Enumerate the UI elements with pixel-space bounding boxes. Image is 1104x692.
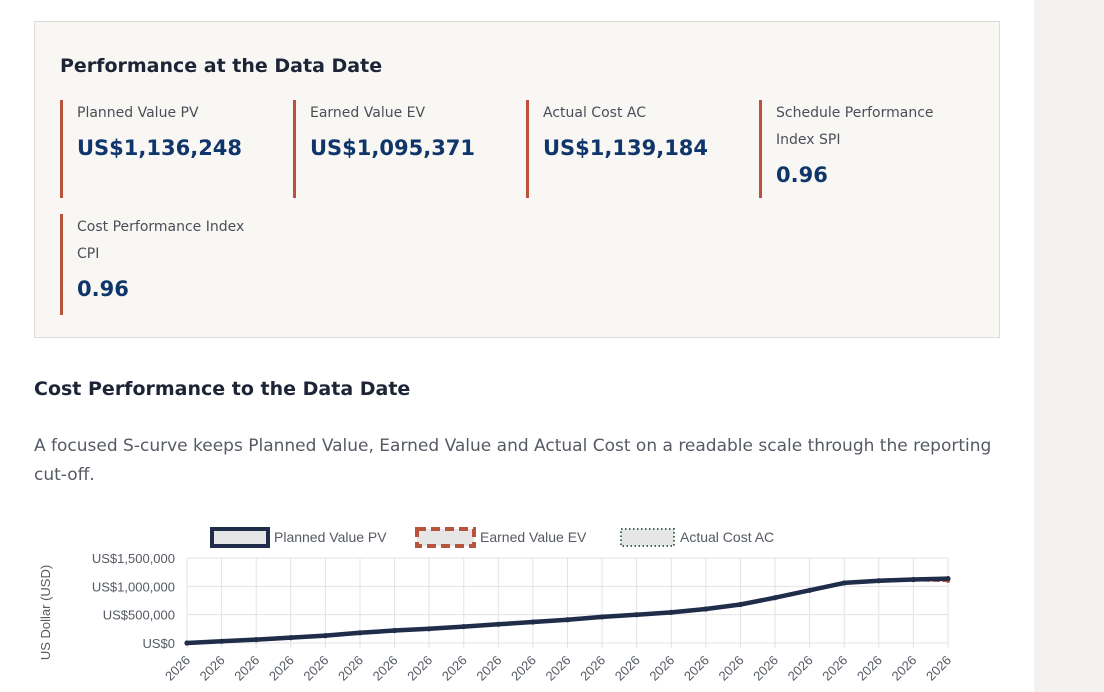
right-rail [1034,0,1104,692]
metric-label: Actual Cost AC [543,105,646,121]
data-point [634,612,640,618]
metric-spi: Schedule Performance Index SPI 0.96 [759,100,965,198]
chart-grid [186,557,949,648]
data-point [461,623,467,630]
metric-value: US$1,095,371 [310,136,476,160]
x-axis: 2026 2026 2026 2026 2026 2026 2026 2026 2026 2026… [162,653,954,684]
data-point [737,601,744,608]
legend-label: Earned Value EV [480,529,587,545]
data-point [876,578,882,584]
data-point [184,640,190,646]
x-tick-label: 2026 [716,653,747,684]
s-curve-chart: Planned Value PV Earned Value EV Actual Co… [38,527,954,684]
data-point [530,619,536,625]
y-tick-label: US$500,000 [103,608,175,623]
chart-series [184,576,951,646]
section-description: A focused S-curve keeps Planned Value, E… [34,436,992,485]
metric-label: Schedule Performance Index SPI [776,105,934,148]
metric-actual-cost: Actual Cost AC US$1,139,184 [526,100,746,198]
legend-swatch [415,527,476,548]
data-point [426,626,432,632]
y-axis: US$1,500,000 US$1,000,000 US$500,000 US$0 US… [38,551,175,660]
metric-value: US$1,136,248 [77,136,243,160]
data-point [807,587,813,593]
metric-cpi: Cost Performance Index CPI 0.96 [60,214,260,315]
y-tick-label: US$1,500,000 [92,551,175,566]
x-tick-label: 2026 [785,653,816,684]
data-point [322,633,328,639]
metric-value: 0.96 [77,277,129,301]
data-point [564,617,571,623]
y-tick-label: US$1,000,000 [92,579,175,594]
x-tick-label: 2026 [335,653,366,684]
performance-title: Performance at the Data Date [60,55,383,77]
x-tick-label: 2026 [854,653,885,684]
legend-swatch [210,527,270,548]
metric-value: US$1,139,184 [543,136,709,160]
data-point [357,630,363,636]
metric-value: 0.96 [776,163,828,187]
x-tick-label: 2026 [681,653,712,684]
metric-label: Earned Value EV [310,105,426,121]
data-point [218,638,225,644]
x-tick-label: 2026 [923,653,954,684]
legend-swatch [620,528,675,547]
legend-label: Planned Value PV [274,529,387,545]
x-tick-label: 2026 [508,653,539,684]
metric-label: Planned Value PV [77,105,199,121]
x-tick-label: 2026 [750,653,781,684]
x-tick-label: 2026 [439,653,470,684]
x-tick-label: 2026 [370,653,401,684]
x-tick-label: 2026 [888,653,919,684]
data-point [253,637,259,643]
x-tick-label: 2026 [543,653,574,684]
x-tick-label: 2026 [231,653,262,684]
data-point [841,580,847,586]
chart-legend: Planned Value PV Earned Value EV Actual Co… [210,527,774,548]
x-tick-label: 2026 [300,653,331,684]
data-point [910,576,917,583]
x-tick-label: 2026 [577,653,608,684]
data-point [288,635,294,641]
data-point [391,627,398,634]
x-tick-label: 2026 [162,653,193,684]
legend-label: Actual Cost AC [680,529,774,545]
x-tick-label: 2026 [646,653,677,684]
data-point [703,606,709,612]
x-tick-label: 2026 [473,653,504,684]
x-tick-label: 2026 [404,653,435,684]
data-point [599,614,605,620]
data-point [495,621,501,627]
metric-label: Cost Performance Index CPI [77,219,245,262]
performance-card: Performance at the Data Date Planned Val… [34,21,1000,338]
x-tick-label: 2026 [197,653,228,684]
metric-planned-value: Planned Value PV US$1,136,248 [60,100,280,198]
data-point [945,576,951,582]
section-title: Cost Performance to the Data Date [34,378,411,400]
y-tick-label: US$0 [142,636,175,651]
x-tick-label: 2026 [612,653,643,684]
data-point [668,609,674,615]
y-axis-title: US Dollar (USD) [38,565,53,660]
x-tick-label: 2026 [819,653,850,684]
metric-earned-value: Earned Value EV US$1,095,371 [293,100,513,198]
data-point [772,595,778,601]
x-tick-label: 2026 [266,653,297,684]
